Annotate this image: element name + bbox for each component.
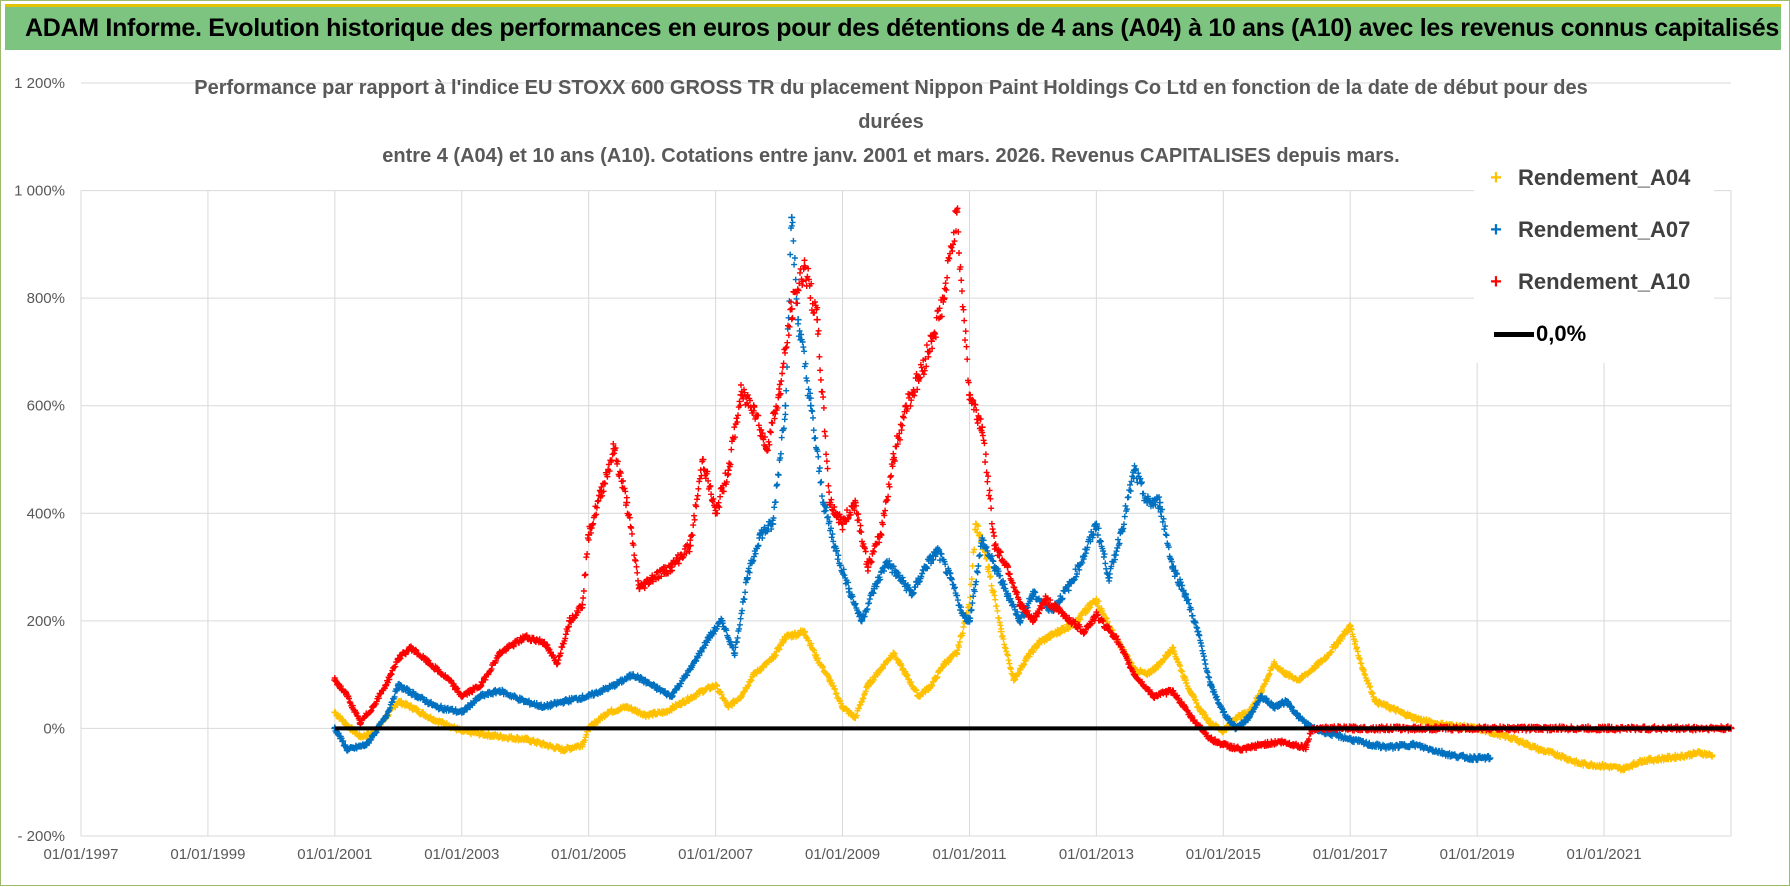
gridlines (80, 82, 1732, 837)
plus-marker-icon: + (1490, 219, 1502, 241)
x-tick-label: 01/01/2021 (1567, 846, 1642, 863)
y-tick-label: 0% (43, 720, 65, 737)
chart-title-line-3: entre 4 (A04) et 10 ans (A10). Cotations… (382, 145, 1400, 167)
x-tick-label: 01/01/1997 (43, 846, 118, 863)
y-tick-label: 200% (27, 613, 65, 630)
y-tick-label: 600% (27, 398, 65, 415)
legend-item-a10: + Rendement_A10 (1474, 267, 1690, 297)
data-point-cloud (331, 219, 1493, 764)
data-point (781, 402, 789, 410)
chart-title: Performance par rapport à l'indice EU ST… (181, 71, 1601, 173)
chart-legend: + Rendement_A04 + Rendement_A07 + Rendem… (1474, 163, 1714, 363)
legend-label-a10: Rendement_A10 (1518, 269, 1691, 294)
report-banner: ADAM Informe. Evolution historique des p… (5, 4, 1781, 50)
x-tick-label: 01/01/2007 (678, 846, 753, 863)
x-tick-label: 01/01/2003 (424, 846, 499, 863)
x-tick-label: 01/01/2005 (551, 846, 626, 863)
plus-marker-icon: + (1490, 167, 1502, 189)
chart-title-line-2: durées (858, 111, 924, 133)
data-point (800, 262, 808, 270)
banner-title: ADAM Informe. Evolution historique des p… (25, 14, 1779, 42)
plus-marker-icon: + (1490, 271, 1502, 293)
y-tick-label: 1 200% (14, 75, 65, 92)
line-marker-icon (1494, 331, 1534, 337)
x-tick-label: 01/01/2017 (1313, 846, 1388, 863)
series-layer (331, 205, 1735, 774)
x-tick-label: 01/01/2001 (297, 846, 372, 863)
legend-label-zero: 0,0% (1536, 321, 1587, 346)
x-tick-label: 01/01/2013 (1059, 846, 1134, 863)
y-tick-label: 400% (27, 505, 65, 522)
data-point-cloud (331, 521, 1715, 774)
chart-title-line-1: Performance par rapport à l'indice EU ST… (194, 77, 1588, 99)
x-tick-label: 01/01/2015 (1186, 846, 1261, 863)
x-tick-label: 01/01/2011 (932, 846, 1006, 863)
legend-item-a04: + Rendement_A04 (1474, 163, 1690, 193)
axis-labels: - 200% 0% 200% 400% 600% 800% 1 000% 1 200% 01/0… (14, 75, 1641, 863)
y-tick-label: - 200% (17, 828, 65, 845)
series-rendement-a07 (331, 213, 1494, 764)
legend-label-a04: Rendement_A04 (1518, 165, 1691, 190)
series-rendement-a04 (331, 520, 1716, 774)
legend-item-zero: 0,0% (1474, 319, 1586, 349)
y-tick-label: 800% (27, 290, 65, 307)
x-tick-label: 01/01/2009 (805, 846, 880, 863)
x-tick-label: 01/01/1999 (170, 846, 245, 863)
data-point (788, 213, 796, 221)
legend-label-a07: Rendement_A07 (1518, 217, 1691, 242)
data-point (813, 316, 821, 324)
y-tick-label: 1 000% (14, 183, 65, 200)
legend-item-a07: + Rendement_A07 (1474, 215, 1690, 245)
x-tick-label: 01/01/2019 (1440, 846, 1515, 863)
data-point (807, 402, 815, 410)
